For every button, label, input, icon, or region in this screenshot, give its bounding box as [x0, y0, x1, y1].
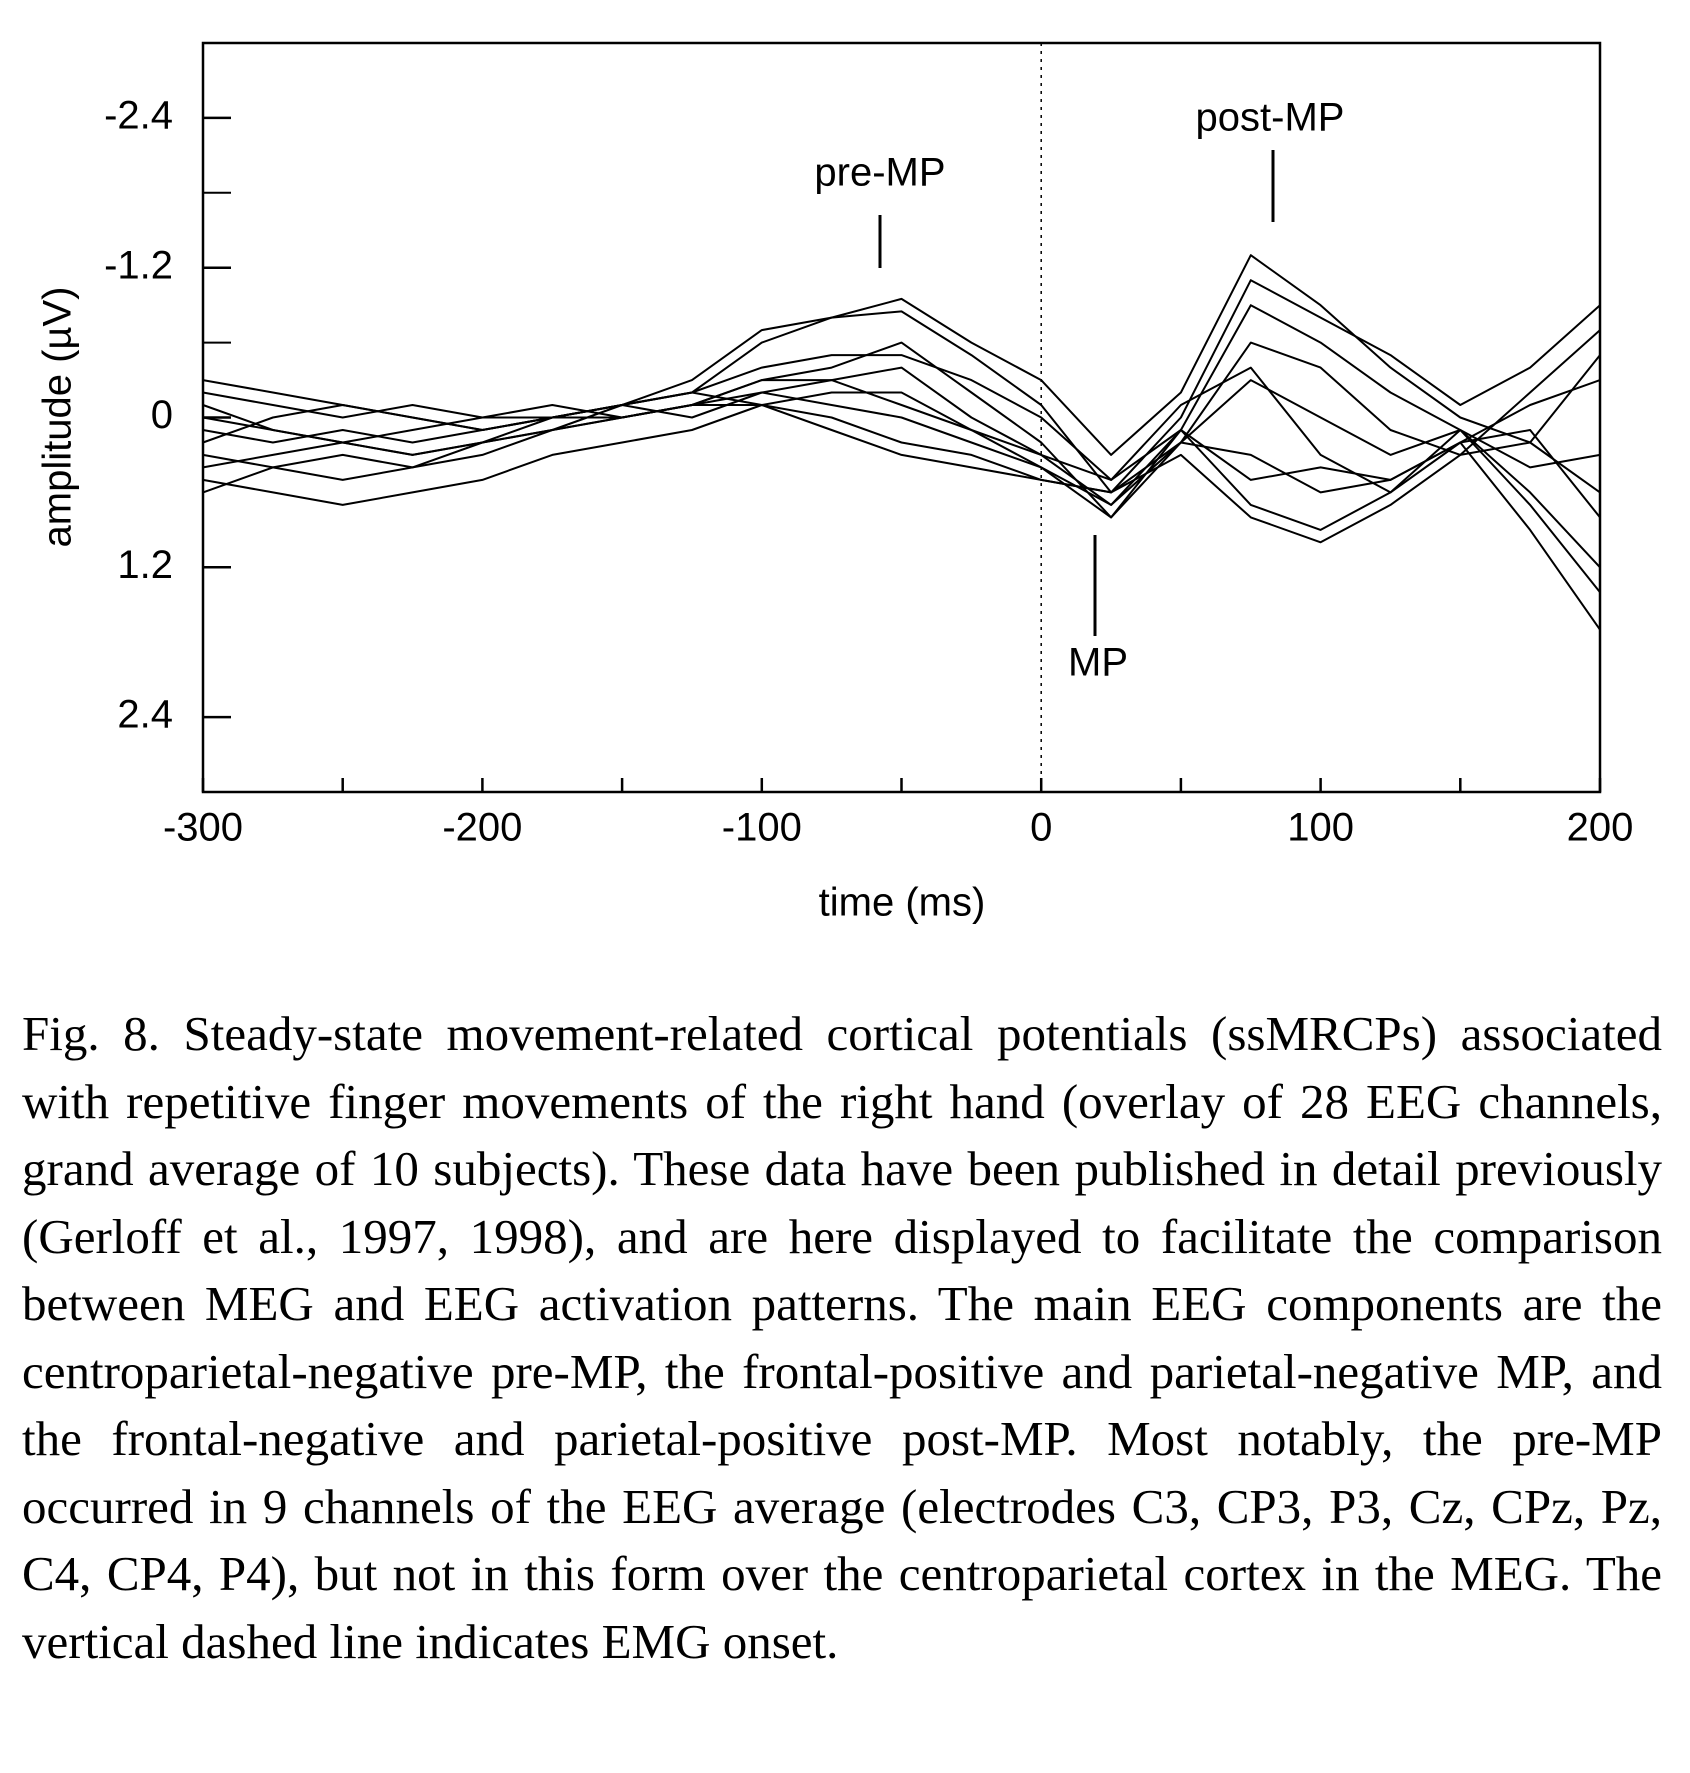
eeg-trace	[202, 304, 1601, 519]
eeg-trace	[202, 379, 1601, 481]
annotation-label: pre-MP	[814, 151, 945, 195]
eeg-trace	[202, 366, 1601, 593]
y-tick-label: 0	[151, 393, 173, 437]
x-tick-label: -300	[163, 806, 243, 850]
y-tick-label: 2.4	[117, 693, 173, 737]
x-tick-label: -200	[442, 806, 522, 850]
y-tick-label: 1.2	[117, 543, 173, 587]
eeg-trace	[202, 329, 1601, 544]
eeg-trace	[202, 279, 1601, 494]
eeg-trace	[202, 404, 1601, 631]
x-tick-label: 100	[1287, 806, 1354, 850]
y-axis-label: amplitude (µV)	[36, 287, 80, 548]
y-tick-label: -1.2	[104, 243, 173, 287]
x-tick-label: 200	[1567, 806, 1634, 850]
annotation-label: post-MP	[1196, 96, 1345, 140]
eeg-trace	[202, 341, 1601, 519]
eeg-trace	[202, 254, 1601, 456]
y-tick-label: -2.4	[104, 93, 173, 137]
chart: amplitude (µV) time (ms) -2.4 -1.2 0 1.2 2.4…	[36, 41, 1634, 925]
eeg-trace	[202, 379, 1601, 568]
annotation-label: MP	[1068, 641, 1128, 685]
x-tick-label: 0	[1030, 806, 1052, 850]
x-tick-label: -100	[722, 806, 802, 850]
figure-caption: Fig. 8. Steady-state movement-related co…	[22, 1006, 1662, 1669]
x-axis-label: time (ms)	[819, 881, 986, 925]
